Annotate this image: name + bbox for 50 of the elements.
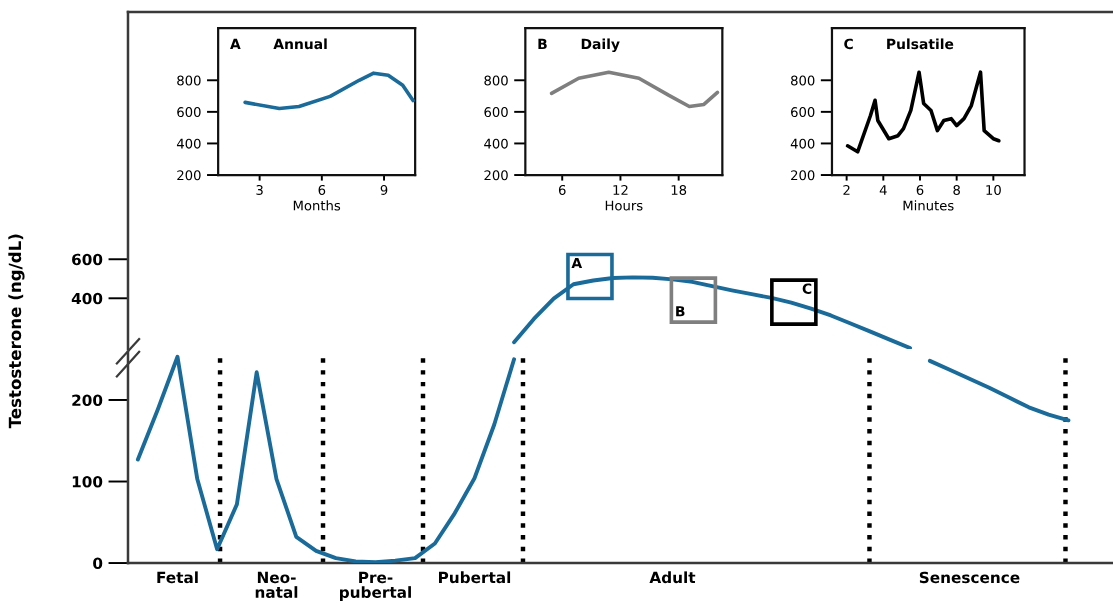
y-axis-title: Testosterone (ng/dL) (8, 234, 25, 429)
x-tick-label: Neo- natal (255, 571, 298, 598)
x-tick-label: 9 (380, 184, 388, 195)
y-tick-label: 800 (177, 75, 201, 86)
x-tick-label: 6 (318, 184, 326, 195)
line-series (845, 70, 1001, 154)
x-tick-label: Fetal (157, 571, 198, 584)
y-tick-label: 400 (790, 138, 815, 149)
x-tick-label: 10 (986, 184, 1001, 195)
x-tick-label: 6 (558, 184, 566, 195)
y-tick-label: 200 (791, 170, 815, 181)
y-tick-label: 800 (484, 75, 508, 86)
y-tick-label: 100 (72, 475, 103, 488)
y-tick-label: 0 (93, 557, 103, 570)
annotation: A (230, 38, 241, 49)
y-tick-label: 400 (484, 138, 508, 149)
annotation: B (538, 38, 547, 49)
text: Annual (273, 38, 327, 50)
x-tick-label: Pre- pubertal (340, 571, 411, 601)
x-tick-label: 12 (613, 184, 628, 195)
x-tick-label: 18 (671, 184, 687, 195)
y-tick-label: 200 (72, 394, 103, 407)
y-tick-label: 400 (176, 138, 201, 149)
text: Pulsatile (887, 38, 954, 50)
x-tick-label: Pubertal (439, 571, 511, 584)
x-tick-label: Senescence (919, 571, 1020, 584)
annotation: C (802, 283, 812, 294)
y-tick-label: 200 (484, 170, 508, 181)
text: Daily (581, 38, 620, 52)
line-series (243, 71, 415, 111)
x-tick-label: 6 (916, 184, 924, 195)
x-tick-label: 8 (953, 184, 960, 195)
x-axis-title: Months (293, 200, 341, 211)
annotation: B (676, 306, 685, 317)
annotation: A (571, 257, 583, 269)
y-tick-label: 800 (791, 75, 815, 86)
x-tick-label: 4 (879, 185, 887, 195)
y-tick-label: 400 (71, 292, 103, 305)
x-axis-title: Minutes (903, 200, 954, 211)
y-tick-label: 600 (72, 253, 103, 266)
y-tick-label: 600 (791, 107, 815, 118)
x-tick-label: 2 (843, 184, 850, 195)
y-tick-label: 600 (177, 107, 201, 118)
x-tick-label: Adult (649, 571, 696, 584)
annotation: C (844, 38, 853, 50)
x-axis-title: Hours (605, 200, 643, 211)
y-tick-label: 600 (484, 107, 508, 118)
line-series (549, 70, 720, 109)
y-tick-label: 200 (177, 170, 201, 181)
x-tick-label: 3 (256, 184, 263, 195)
